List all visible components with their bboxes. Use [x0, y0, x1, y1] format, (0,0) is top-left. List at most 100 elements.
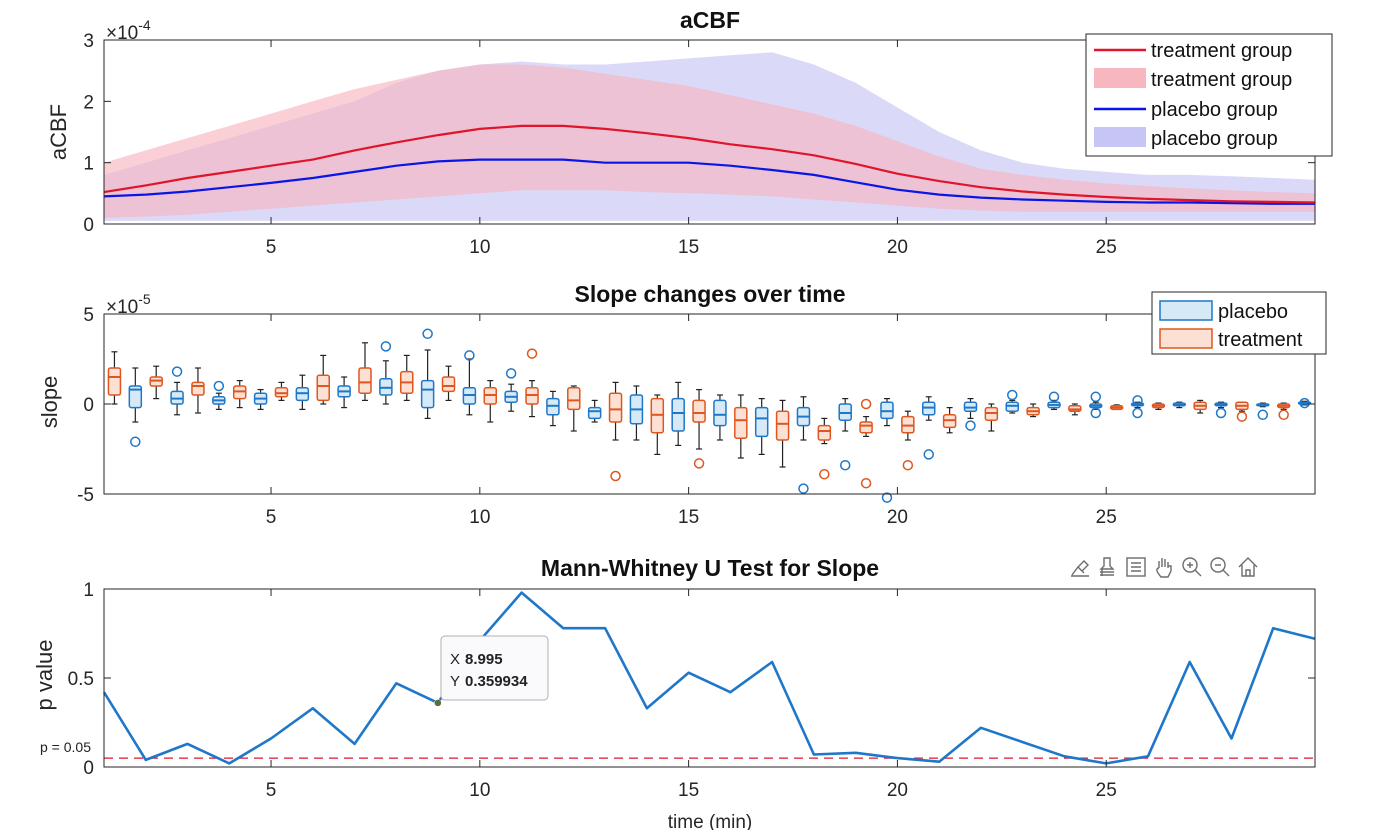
acbf-ytick-label: 1 — [83, 154, 94, 175]
slope-xtick-label: 5 — [266, 507, 277, 528]
pvalue-line — [102, 591, 1316, 765]
datatip-icon[interactable] — [1096, 555, 1120, 579]
placebo-outlier — [965, 420, 976, 431]
placebo-outlier — [1132, 395, 1143, 406]
slope-ytick-label: 0 — [83, 395, 94, 416]
slope-ytick-label: -5 — [77, 485, 94, 506]
pvalue-ytick-label: 0.5 — [68, 669, 94, 690]
zoom-in-icon[interactable] — [1182, 557, 1202, 577]
acbf-xtick-label: 5 — [266, 237, 277, 258]
acbf-ytick-label: 2 — [83, 92, 94, 113]
legend-swatch-placebo-band — [1094, 127, 1146, 147]
placebo-outlier — [380, 341, 392, 352]
treatment-box — [775, 410, 790, 441]
legend-swatch-placebo — [1159, 300, 1213, 321]
placebo-outlier — [1132, 407, 1143, 419]
slope-title: Slope changes over time — [575, 281, 846, 307]
pvalue-lines — [102, 591, 1316, 765]
placebo-outlier — [1215, 407, 1227, 419]
placebo-outlier — [505, 368, 517, 379]
placebo-outlier — [1048, 391, 1060, 403]
acbf-xtick-label: 10 — [469, 237, 490, 258]
treatment-outlier — [1278, 409, 1289, 421]
acbf-xtick-label: 20 — [887, 237, 908, 258]
legend-label-treatment: treatment — [1218, 329, 1303, 351]
datatip-y-row: Y 0.359934 — [450, 673, 528, 690]
acbf-legend[interactable]: treatment group treatment group placebo … — [1085, 33, 1333, 157]
slope-boxes — [107, 328, 1312, 503]
treatment-outlier — [860, 398, 872, 410]
datatip-x-row: X 8.995 — [450, 651, 503, 668]
slope-y-label: slope — [37, 376, 62, 429]
acbf-xtick-label: 15 — [678, 237, 699, 258]
slope-legend[interactable]: placebo treatment — [1151, 291, 1327, 355]
acbf-ytick-label: 0 — [83, 215, 94, 236]
treatment-outlier — [693, 458, 705, 469]
treatment-box — [107, 367, 122, 396]
legend-swatch-treatment — [1159, 328, 1213, 349]
slope-xtick-label: 25 — [1096, 507, 1117, 528]
datatip-box — [440, 635, 549, 701]
treatment-box — [608, 392, 623, 423]
home-icon[interactable] — [1238, 557, 1258, 577]
slope-exponent-label: ×10-5 — [106, 291, 151, 318]
pvalue-axes-box — [103, 588, 1316, 768]
pvalue-xtick-label: 25 — [1096, 780, 1117, 801]
placebo-outlier — [464, 350, 475, 361]
placebo-outlier — [213, 380, 225, 392]
slope-xtick-label: 10 — [469, 507, 490, 528]
treatment-outlier — [860, 477, 872, 489]
placebo-outlier — [1007, 389, 1018, 401]
acbf-ticks: 5 10 15 20 25 0 1 2 3 — [83, 31, 1315, 258]
treatment-outlier — [819, 468, 830, 480]
slope-ticks: 5 10 15 20 25 -5 0 5 — [77, 305, 1315, 528]
acbf-exponent-label: ×10-4 — [106, 17, 151, 44]
treatment-outlier — [526, 348, 538, 359]
pvalue-ytick-label: 0 — [83, 758, 94, 779]
placebo-box — [754, 406, 769, 438]
treatment-outlier — [610, 470, 621, 482]
treatment-box — [734, 406, 748, 439]
axes-toolbar — [1068, 555, 1258, 579]
pan-icon[interactable] — [1152, 555, 1176, 579]
pvalue-ytick-label: 1 — [83, 580, 94, 601]
placebo-outlier — [839, 459, 851, 471]
slope-panel: 5 10 15 20 25 -5 0 5 Slope changes over time sl… — [37, 281, 1327, 528]
treatment-box — [316, 374, 330, 402]
placebo-outlier — [171, 366, 183, 377]
acbf-lines — [103, 124, 1316, 205]
legend-label-treatment-band: treatment group — [1151, 69, 1292, 91]
legend-label-placebo-band: placebo group — [1151, 128, 1278, 150]
legend-swatch-treatment-band — [1094, 68, 1146, 88]
placebo-box — [713, 399, 727, 427]
pvalue-ticks: 5 10 15 20 25 0 0.5 1 — [68, 580, 1315, 801]
zoom-out-icon[interactable] — [1210, 557, 1230, 577]
pvalue-xtick-label: 5 — [266, 780, 277, 801]
datatip[interactable]: X 8.995 Y 0.359934 — [434, 635, 549, 707]
acbf-panel: 5 10 15 20 25 0 1 2 3 aCBF aCBF ×10-4 treatment … — [46, 7, 1333, 258]
legend-label-placebo: placebo — [1218, 301, 1288, 323]
slope-ytick-label: 5 — [83, 305, 94, 326]
treatment-box — [191, 381, 205, 396]
placebo-outlier — [130, 436, 141, 448]
legend-label-treatment-line: treatment group — [1151, 40, 1292, 62]
placebo-outlier — [1299, 397, 1310, 409]
placebo-outlier — [1257, 409, 1269, 421]
pvalue-xtick-label: 10 — [469, 780, 490, 801]
placebo-outlier — [1090, 391, 1102, 403]
brush-icon[interactable] — [1068, 555, 1092, 579]
treatment-box — [567, 387, 581, 411]
placebo-mean-line — [103, 158, 1315, 205]
legend-icon[interactable] — [1126, 557, 1146, 577]
acbf-ytick-label: 3 — [83, 31, 94, 52]
treatment-outlier — [1236, 411, 1248, 422]
acbf-xtick-label: 25 — [1096, 237, 1117, 258]
datatip-marker — [434, 699, 442, 707]
acbf-title: aCBF — [680, 7, 740, 33]
placebo-outlier — [881, 492, 893, 503]
pvalue-xtick-label: 15 — [678, 780, 699, 801]
placebo-box — [128, 385, 143, 409]
placebo-outlier — [923, 449, 934, 460]
treatment-outlier — [902, 459, 914, 471]
